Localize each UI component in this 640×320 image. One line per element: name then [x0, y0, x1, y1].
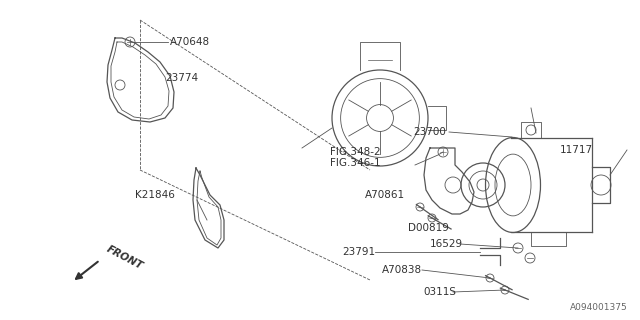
Text: 0311S: 0311S: [423, 287, 456, 297]
Text: 11717: 11717: [560, 145, 593, 155]
Text: FRONT: FRONT: [105, 244, 145, 272]
Text: A70838: A70838: [382, 265, 422, 275]
Text: 23791: 23791: [342, 247, 375, 257]
Text: FIG.348-2: FIG.348-2: [330, 147, 381, 157]
Text: A70648: A70648: [170, 37, 210, 47]
Text: D00819: D00819: [408, 223, 449, 233]
Text: A70861: A70861: [365, 190, 405, 200]
Text: 23700: 23700: [413, 127, 446, 137]
Text: K21846: K21846: [135, 190, 175, 200]
Text: A094001375: A094001375: [570, 303, 628, 312]
Text: 16529: 16529: [430, 239, 463, 249]
Text: FIG.346-1: FIG.346-1: [330, 158, 381, 168]
Text: 23774: 23774: [165, 73, 198, 83]
